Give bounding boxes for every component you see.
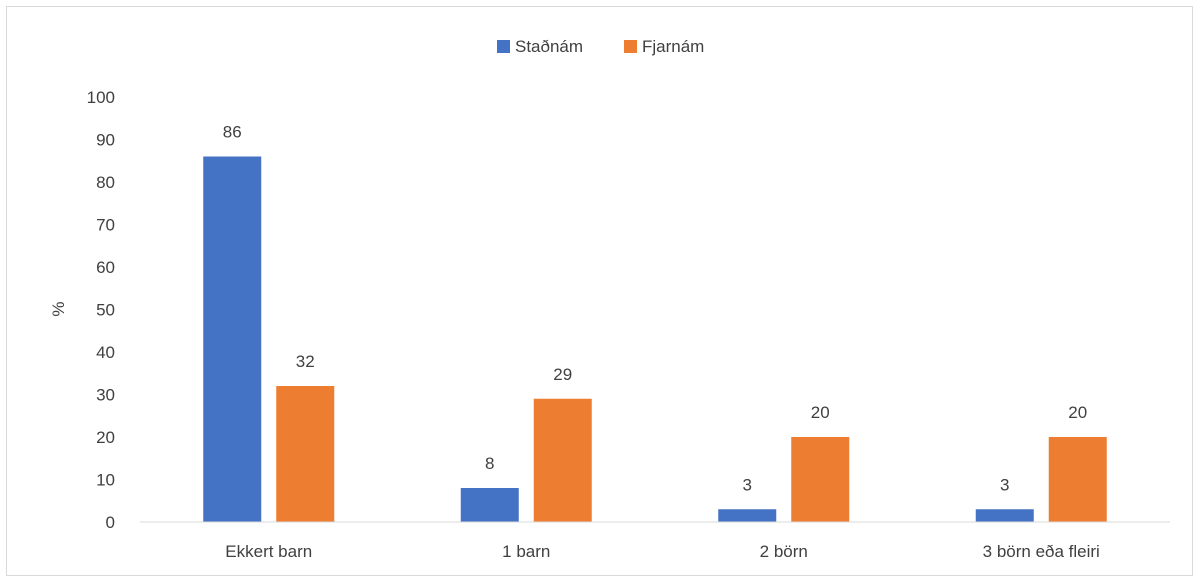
y-tick-label: 10 xyxy=(96,471,115,490)
data-label: 3 xyxy=(743,475,752,494)
data-label: 32 xyxy=(296,352,315,371)
legend-label-stadnam: Staðnám xyxy=(515,37,583,56)
data-label: 29 xyxy=(553,365,572,384)
bar-fjarnam xyxy=(1048,437,1107,522)
x-tick-label: 3 börn eða fleiri xyxy=(983,542,1100,561)
y-tick-label: 0 xyxy=(106,513,115,532)
y-tick-label: 70 xyxy=(96,216,115,235)
y-tick-label: 50 xyxy=(96,301,115,320)
y-axis-title: % xyxy=(49,301,68,316)
bar-stadnam xyxy=(718,509,777,522)
y-tick-label: 30 xyxy=(96,386,115,405)
bar-fjarnam xyxy=(791,437,850,522)
x-tick-label: Ekkert barn xyxy=(225,542,312,561)
legend-swatch-stadnam xyxy=(497,40,510,53)
data-label: 8 xyxy=(485,454,494,473)
legend: Staðnám Fjarnám xyxy=(497,37,704,56)
bar-stadnam xyxy=(975,509,1034,522)
bars xyxy=(203,156,1107,522)
x-tick-label: 2 börn xyxy=(760,542,808,561)
legend-label-fjarnam: Fjarnám xyxy=(642,37,704,56)
y-axis-ticks: 0 10 20 30 40 50 60 70 80 90 100 xyxy=(87,88,115,532)
x-tick-label: 1 barn xyxy=(502,542,550,561)
y-tick-label: 80 xyxy=(96,173,115,192)
legend-swatch-fjarnam xyxy=(624,40,637,53)
bar-stadnam xyxy=(460,488,519,522)
y-tick-label: 100 xyxy=(87,88,115,107)
data-labels: 86 32 8 29 3 20 3 20 xyxy=(223,123,1087,495)
data-label: 20 xyxy=(811,403,830,422)
y-tick-label: 90 xyxy=(96,131,115,150)
bar-stadnam xyxy=(203,156,262,522)
bar-fjarnam xyxy=(533,398,592,522)
y-tick-label: 60 xyxy=(96,258,115,277)
data-label: 3 xyxy=(1000,475,1009,494)
y-tick-label: 40 xyxy=(96,343,115,362)
y-tick-label: 20 xyxy=(96,428,115,447)
data-label: 86 xyxy=(223,123,242,142)
bar-fjarnam xyxy=(276,386,335,522)
x-axis-ticks: Ekkert barn 1 barn 2 börn 3 börn eða fleiri xyxy=(225,542,1100,561)
data-label: 20 xyxy=(1068,403,1087,422)
